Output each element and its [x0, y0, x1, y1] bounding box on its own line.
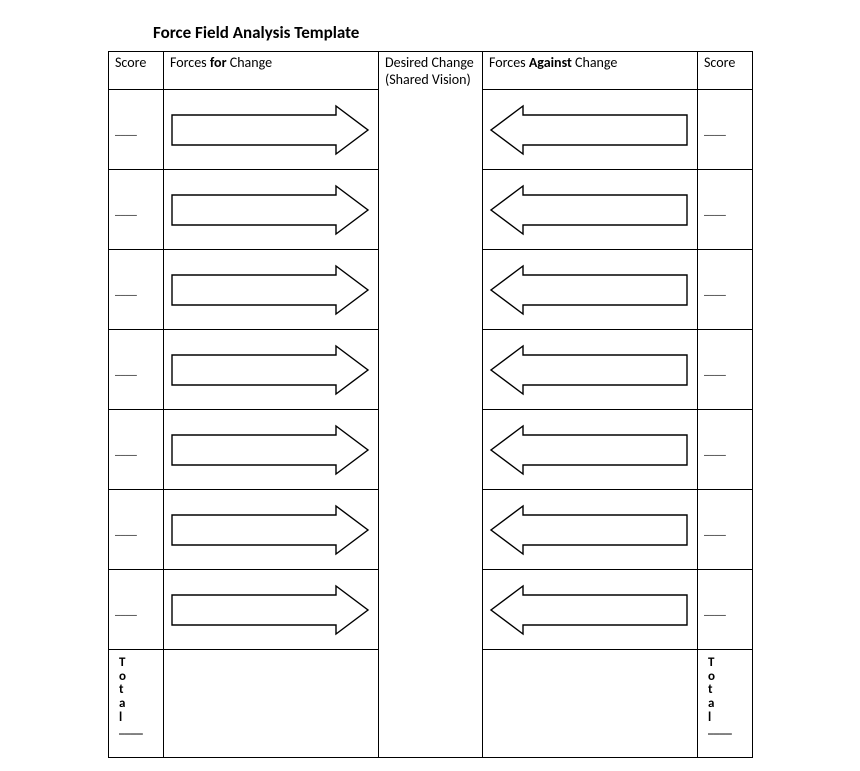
force-against-cell[interactable]	[483, 170, 698, 250]
blank-line: ____	[115, 444, 137, 457]
header-center-line1: Desired Change	[385, 54, 474, 71]
total-label-char: l	[708, 711, 748, 725]
force-for-cell[interactable]	[164, 570, 379, 650]
force-against-cell[interactable]	[483, 250, 698, 330]
score-right-cell[interactable]: ____	[698, 90, 753, 170]
blank-line: ____	[115, 124, 137, 137]
page-title: Force Field Analysis Template	[153, 22, 359, 43]
total-label-char: o	[119, 670, 159, 684]
header-score-right: Score	[698, 52, 753, 90]
header-forces-for-bold: for	[210, 54, 227, 71]
header-forces-against: Forces Against Change	[483, 52, 698, 90]
total-label-char: T	[708, 656, 748, 670]
force-against-cell[interactable]	[483, 570, 698, 650]
total-label-char: T	[119, 656, 159, 670]
blank-line: ____	[115, 524, 137, 537]
force-against-cell[interactable]	[483, 90, 698, 170]
blank-line: ____	[704, 364, 726, 377]
total-label-char: l	[119, 711, 159, 725]
total-label: Total____	[704, 652, 748, 737]
total-against-cell[interactable]	[483, 650, 698, 758]
blank-line: ____	[115, 364, 137, 377]
blank-line: ____	[119, 724, 159, 737]
header-score-left: Score	[109, 52, 164, 90]
force-against-cell[interactable]	[483, 410, 698, 490]
total-label: Total____	[115, 652, 159, 737]
total-label-char: t	[708, 683, 748, 697]
blank-line: ____	[704, 284, 726, 297]
total-label-char: o	[708, 670, 748, 684]
score-left-cell[interactable]: ____	[109, 330, 164, 410]
score-right-cell[interactable]: ____	[698, 170, 753, 250]
score-left-cell[interactable]: ____	[109, 410, 164, 490]
force-for-cell[interactable]	[164, 90, 379, 170]
score-left-cell[interactable]: ____	[109, 490, 164, 570]
force-for-cell[interactable]	[164, 250, 379, 330]
force-against-cell[interactable]	[483, 490, 698, 570]
blank-line: ____	[704, 604, 726, 617]
blank-line: ____	[704, 444, 726, 457]
score-right-cell[interactable]: ____	[698, 490, 753, 570]
header-forces-for-post: Change	[227, 54, 273, 71]
blank-line: ____	[115, 284, 137, 297]
total-label-char: a	[119, 697, 159, 711]
header-forces-for: Forces for Change	[164, 52, 379, 90]
score-right-cell[interactable]: ____	[698, 410, 753, 490]
table-header-row: Score Forces for Change Desired Change (…	[109, 52, 753, 90]
score-left-cell[interactable]: ____	[109, 90, 164, 170]
header-forces-against-bold: Against	[529, 54, 572, 71]
header-forces-for-pre: Forces	[170, 54, 210, 71]
force-for-cell[interactable]	[164, 490, 379, 570]
total-right-cell[interactable]: Total____	[698, 650, 753, 758]
total-label-char: t	[119, 683, 159, 697]
total-left-cell[interactable]: Total____	[109, 650, 164, 758]
blank-line: ____	[708, 724, 748, 737]
force-for-cell[interactable]	[164, 330, 379, 410]
header-center-line2: (Shared Vision)	[385, 71, 471, 88]
score-left-cell[interactable]: ____	[109, 250, 164, 330]
blank-line: ____	[704, 524, 726, 537]
page: Force Field Analysis Template Score Forc…	[0, 0, 860, 771]
blank-line: ____	[704, 124, 726, 137]
score-left-cell[interactable]: ____	[109, 570, 164, 650]
force-field-table: Score Forces for Change Desired Change (…	[108, 51, 753, 758]
blank-line: ____	[704, 204, 726, 217]
total-label-char: a	[708, 697, 748, 711]
score-right-cell[interactable]: ____	[698, 250, 753, 330]
header-forces-against-post: Change	[572, 54, 618, 71]
score-right-cell[interactable]: ____	[698, 570, 753, 650]
header-forces-against-pre: Forces	[489, 54, 529, 71]
blank-line: ____	[115, 604, 137, 617]
force-for-cell[interactable]	[164, 170, 379, 250]
total-for-cell[interactable]	[164, 650, 379, 758]
header-desired-change: Desired Change (Shared Vision)	[379, 52, 483, 758]
blank-line: ____	[115, 204, 137, 217]
score-left-cell[interactable]: ____	[109, 170, 164, 250]
force-against-cell[interactable]	[483, 330, 698, 410]
force-for-cell[interactable]	[164, 410, 379, 490]
score-right-cell[interactable]: ____	[698, 330, 753, 410]
